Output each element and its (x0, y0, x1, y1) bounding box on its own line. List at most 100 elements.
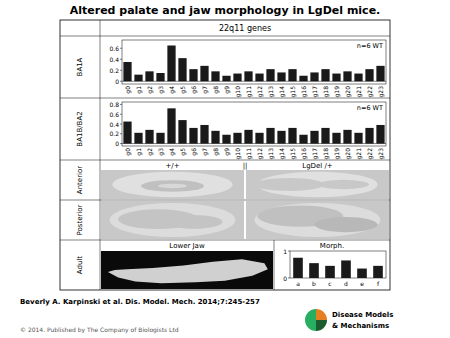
bar (178, 58, 186, 81)
x-tick-label: g20 (344, 86, 352, 98)
histology-image (101, 201, 244, 239)
x-tick-label: e (360, 280, 364, 287)
x-tick-label: g21 (355, 148, 363, 160)
logo-wedge (316, 320, 327, 331)
x-tick-label: g21 (355, 86, 363, 98)
histology-image (246, 170, 389, 199)
tissue (110, 203, 236, 237)
bar (200, 66, 208, 81)
row-divider (60, 240, 390, 241)
x-tick-label: g18 (322, 148, 330, 160)
bar-chart: 00.20.40.60.8g0g1g2g3g4g5g6g7g8g9g10g11g… (109, 101, 386, 160)
row-label: BA1B/BA2 (76, 111, 84, 146)
bar (376, 66, 384, 81)
bar (343, 71, 351, 81)
y-tick (288, 251, 290, 252)
x-tick-label: a (296, 280, 300, 287)
bar (354, 74, 362, 82)
bar (299, 76, 307, 82)
figure-title: Altered palate and jaw morphology in LgD… (70, 4, 381, 17)
plot-frame (290, 251, 386, 278)
y-tick-label: 0.4 (109, 56, 119, 63)
x-tick-label: g23 (377, 148, 385, 160)
bar (310, 72, 318, 81)
y-tick-label: 0 (283, 275, 287, 282)
zero-line (122, 143, 386, 144)
image-background (246, 201, 389, 239)
bar (288, 128, 296, 144)
tissue (315, 217, 378, 232)
bars (293, 258, 383, 278)
bar (167, 46, 175, 82)
bars (123, 108, 384, 143)
bar (145, 130, 153, 144)
plot-frame (122, 40, 386, 84)
tissue (318, 180, 369, 189)
bar (373, 266, 383, 278)
figure: Altered palate and jaw morphology in LgD… (0, 0, 450, 338)
adult-divider (274, 240, 275, 290)
x-tick-label: g13 (267, 86, 275, 98)
x-tick-label: g19 (333, 86, 341, 98)
histology-image (246, 201, 389, 239)
x-tick-label: g11 (245, 86, 253, 98)
row-divider (60, 36, 390, 37)
x-tick-label: g1 (135, 148, 143, 156)
tissue (141, 180, 204, 192)
x-tick-label: g2 (146, 86, 154, 94)
bar (321, 69, 329, 81)
x-tick-label: g12 (256, 148, 264, 160)
copyright: © 2014. Published by The Company of Biol… (20, 326, 179, 334)
bar (233, 133, 241, 144)
image-background (246, 170, 389, 199)
bar-chart: 00.20.40.6g0g1g2g3g4g5g6g7g8g9g10g11g12g… (109, 40, 386, 97)
bar (222, 135, 230, 144)
bar-chart: 01abcdef (283, 248, 386, 288)
bar (310, 131, 318, 144)
logo-text: Disease Models (332, 311, 393, 319)
citation: Beverly A. Karpinski et al. Dis. Model. … (20, 298, 260, 306)
zero-line (122, 81, 386, 82)
y-tick-label: 0.6 (109, 45, 119, 52)
image-background (101, 251, 273, 289)
bar (277, 72, 285, 81)
tissue (253, 178, 325, 191)
bar (123, 122, 131, 144)
x-tick-label: g0 (124, 148, 132, 156)
x-tick-label: g4 (168, 148, 176, 156)
panel-border (60, 20, 390, 290)
background (0, 0, 450, 338)
bars (123, 46, 384, 82)
x-tick-label: g19 (333, 148, 341, 160)
bar (222, 76, 230, 82)
tissue (112, 172, 232, 198)
x-tick-label: g10 (234, 148, 242, 160)
row-divider (60, 200, 390, 201)
x-tick-label: g14 (278, 148, 286, 160)
x-tick-label: g15 (289, 86, 297, 98)
column-label: +/+ (165, 162, 179, 170)
x-tick-label: g17 (311, 86, 319, 98)
row-label: Anterior (76, 166, 84, 194)
x-tick-label: g5 (179, 86, 187, 94)
bar (288, 69, 296, 81)
x-tick-label: g5 (179, 148, 187, 156)
bar (156, 133, 164, 144)
x-tick-label: g7 (201, 148, 209, 156)
logo-wedge (316, 309, 327, 320)
bar (309, 263, 319, 278)
bar (189, 69, 197, 81)
tissue (165, 215, 222, 229)
histology-image (101, 170, 244, 199)
bar (266, 128, 274, 144)
bar (134, 133, 142, 144)
x-tick-label: g13 (267, 148, 275, 160)
bar (299, 135, 307, 144)
x-tick-label: g9 (223, 148, 231, 156)
image-background (101, 201, 244, 239)
y-tick (288, 278, 290, 279)
bar (189, 128, 197, 144)
bar (293, 258, 303, 278)
note: n=6 WT (357, 42, 383, 50)
x-tick-label: g0 (124, 86, 132, 94)
